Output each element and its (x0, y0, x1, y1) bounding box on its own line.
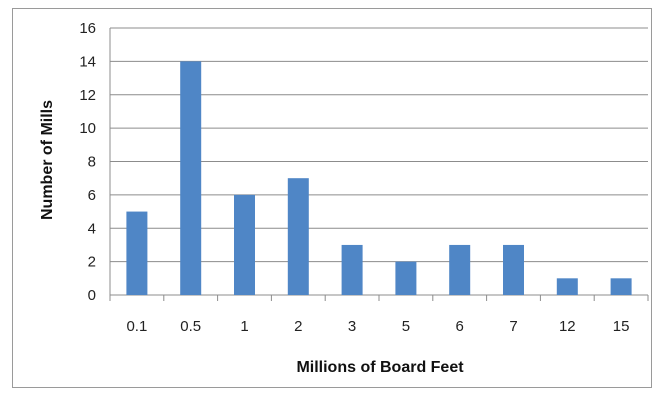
x-tick-label: 0.1 (126, 318, 147, 335)
x-tick-label: 15 (613, 318, 630, 335)
bar-15 (610, 278, 632, 295)
bar-7 (503, 244, 524, 295)
x-tick-label: 6 (456, 318, 464, 335)
bar-0.5 (180, 61, 202, 295)
bar-3 (341, 244, 363, 295)
bar-2 (287, 178, 309, 295)
x-tick-labels: 0.1 0.5 1 2 3 5 6 7 12 15 (126, 318, 629, 335)
y-tick-label: 6 (88, 187, 96, 204)
y-tick-label: 16 (79, 20, 96, 37)
x-tick-label: 7 (509, 318, 517, 335)
bar-1 (234, 194, 255, 295)
chart-frame (12, 8, 652, 388)
bar-5 (395, 261, 417, 295)
bars (126, 61, 632, 295)
x-tick-label: 12 (559, 318, 576, 335)
x-tick-label: 2 (294, 318, 302, 335)
y-tick-label: 8 (88, 154, 96, 171)
y-tick-label: 2 (88, 254, 96, 271)
y-tick-label: 14 (79, 53, 96, 70)
x-axis-title: Millions of Board Feet (296, 359, 464, 376)
bar-6 (449, 244, 471, 295)
y-tick-label: 10 (79, 120, 96, 137)
x-tick-label: 3 (348, 318, 356, 335)
y-tick-label: 4 (88, 220, 96, 237)
x-tick-label: 5 (402, 318, 410, 335)
x-tick-label: 1 (240, 318, 248, 335)
y-tick-label: 0 (88, 287, 96, 304)
bar-0.1 (126, 211, 148, 295)
y-axis-title: Number of Mills (39, 100, 56, 220)
bar-12 (556, 278, 578, 295)
y-tick-label: 12 (79, 87, 96, 104)
y-tick-labels: 0 2 4 6 8 10 12 14 16 (79, 20, 96, 304)
x-tick-label: 0.5 (180, 318, 201, 335)
